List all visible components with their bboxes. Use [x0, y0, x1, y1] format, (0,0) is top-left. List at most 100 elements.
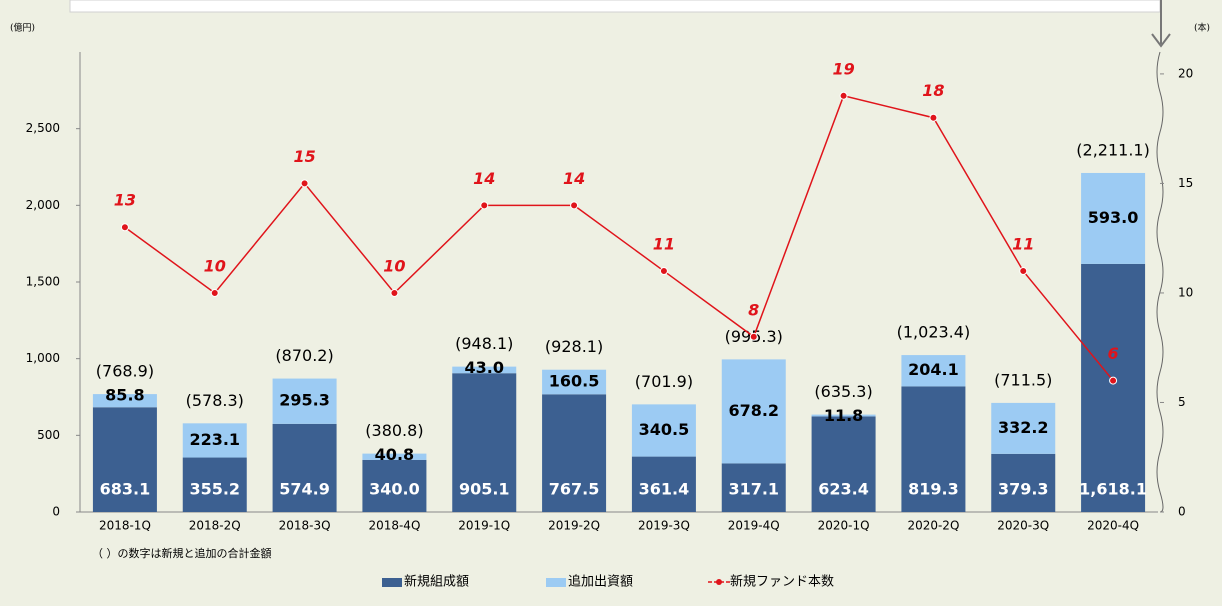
total-label: (380.8) — [365, 421, 423, 440]
bar-segment — [811, 416, 876, 512]
line-label: 10 — [204, 256, 226, 275]
value-label: 340.0 — [369, 480, 420, 499]
value-label: 683.1 — [100, 480, 151, 499]
y-tick-label: 500 — [37, 428, 60, 442]
total-label: (928.1) — [545, 337, 603, 356]
line-point — [480, 201, 489, 210]
legend-label: 新規組成額 — [404, 574, 469, 590]
value-label: 43.0 — [465, 358, 504, 377]
value-label: 767.5 — [549, 480, 600, 499]
value-label: 40.8 — [375, 445, 414, 464]
bar-segment — [901, 355, 966, 387]
line — [124, 94, 1114, 382]
y-tick-label: 1,000 — [26, 351, 60, 365]
bar-segment — [1081, 263, 1146, 512]
bar-segment — [92, 407, 157, 512]
x-tick-label: 2019-3Q — [638, 519, 690, 533]
line-label: 11 — [653, 235, 675, 254]
value-label: 332.2 — [998, 418, 1049, 437]
line-label: 18 — [922, 81, 944, 100]
bar-segment — [362, 459, 427, 512]
line-label: 14 — [473, 169, 495, 188]
bar-segment — [272, 378, 337, 424]
legend-swatch — [382, 578, 402, 587]
line-label: 15 — [293, 147, 315, 166]
value-label: 85.8 — [105, 386, 144, 405]
x-tick-label: 2019-4Q — [728, 519, 780, 533]
value-label: 295.3 — [279, 391, 330, 410]
y2-unit: (本) — [1194, 22, 1210, 34]
line-point — [1109, 376, 1118, 385]
y-unit: (億円) — [10, 22, 35, 34]
y-tick-label: 2,000 — [26, 198, 60, 212]
bar-segment — [721, 463, 786, 512]
y-tick-label: 2,500 — [26, 121, 60, 135]
total-label: (768.9) — [96, 362, 154, 381]
x-tick-label: 2018-4Q — [368, 519, 420, 533]
value-label: 361.4 — [639, 480, 690, 499]
value-label: 905.1 — [459, 480, 510, 499]
value-label: 678.2 — [728, 401, 779, 420]
line-label: 8 — [748, 300, 759, 319]
y2-tick-label: 0 — [1178, 505, 1186, 519]
value-label: 623.4 — [818, 480, 869, 499]
line-point — [390, 288, 399, 297]
line-label: 11 — [1012, 235, 1034, 254]
value-label: 160.5 — [549, 372, 600, 391]
x-tick-label: 2018-2Q — [189, 519, 241, 533]
bar-segment — [811, 414, 876, 417]
y-tick-label: 1,500 — [26, 275, 60, 289]
y2-axis-break — [1156, 51, 1164, 513]
arrow — [1151, 0, 1171, 48]
value-label: 593.0 — [1088, 208, 1139, 227]
bar-segment — [991, 402, 1056, 454]
line-label: 19 — [832, 59, 854, 78]
total-label: (701.9) — [635, 372, 693, 391]
line-label: 13 — [114, 191, 136, 210]
total-label: (1,023.4) — [897, 323, 971, 342]
x-tick-label: 2019-1Q — [458, 519, 510, 533]
legend-label: 新規ファンド本数 — [730, 574, 834, 590]
total-label: (870.2) — [275, 346, 333, 365]
bar-segment — [631, 404, 696, 457]
legend-swatch — [546, 578, 566, 587]
line-label: 14 — [563, 169, 585, 188]
y2-tick-label: 20 — [1178, 66, 1193, 80]
legend-label: 追加出資額 — [568, 574, 633, 590]
bar-segment — [362, 453, 427, 460]
value-label: 317.1 — [728, 480, 779, 499]
bar-segment — [901, 386, 966, 512]
line-point — [929, 113, 938, 122]
x-tick-label: 2018-1Q — [99, 519, 151, 533]
y-tick-label: 0 — [52, 505, 60, 519]
bar-segment — [542, 369, 607, 395]
total-label: (2,211.1) — [1076, 140, 1150, 159]
bar-segment — [272, 423, 337, 512]
line-point — [659, 267, 668, 276]
value-label: 574.9 — [279, 480, 330, 499]
x-tick-label: 2019-2Q — [548, 519, 600, 533]
bar-segment — [92, 394, 157, 408]
y2-tick-label: 5 — [1178, 395, 1186, 409]
line-point — [210, 288, 219, 297]
bar-segment — [452, 366, 517, 374]
total-label: (635.3) — [814, 382, 872, 401]
y2-tick-label: 15 — [1178, 176, 1193, 190]
bar-segment — [991, 453, 1056, 512]
bar-segment — [182, 457, 247, 512]
bar-segment — [1081, 172, 1146, 264]
line-label: 6 — [1108, 344, 1119, 363]
value-label: 379.3 — [998, 480, 1049, 499]
top-bar — [69, 0, 1161, 13]
x-tick-label: 2018-3Q — [279, 519, 331, 533]
value-label: 819.3 — [908, 480, 959, 499]
line-point — [570, 201, 579, 210]
line-point — [120, 223, 129, 232]
bar-segment — [631, 456, 696, 512]
y2-tick-label: 10 — [1178, 285, 1193, 299]
bar-segment — [542, 394, 607, 512]
x-tick-label: 2020-1Q — [818, 519, 870, 533]
line-point — [749, 332, 758, 341]
